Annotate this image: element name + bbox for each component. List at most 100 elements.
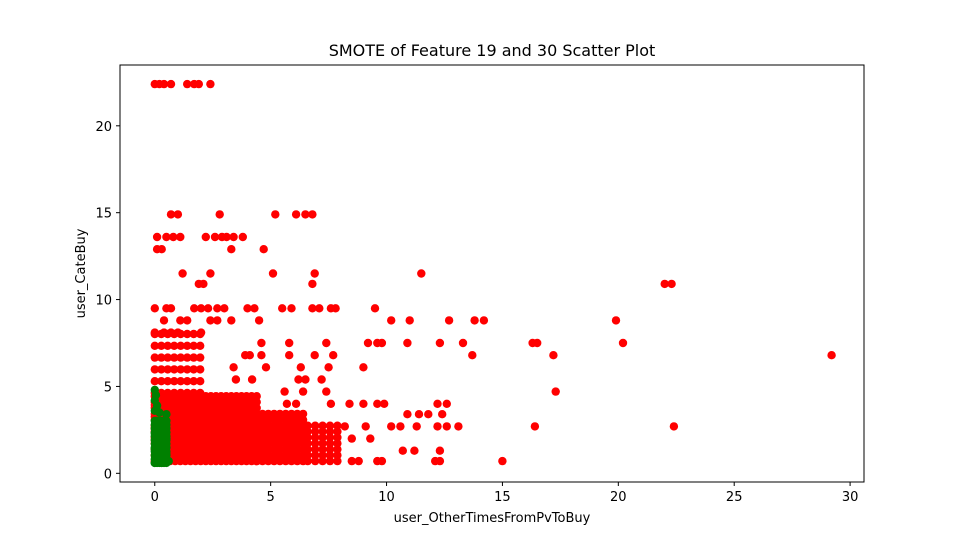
scatter-point — [166, 304, 176, 313]
scatter-point-dense — [269, 439, 279, 448]
scatter-point — [359, 363, 368, 372]
scatter-point-dense — [303, 456, 312, 466]
scatter-point — [310, 351, 319, 360]
scatter-point — [203, 304, 213, 313]
scatter-point — [611, 316, 621, 325]
scatter-point — [435, 338, 445, 348]
scatter-point-dense — [264, 451, 273, 460]
scatter-point-dense — [281, 433, 290, 442]
scatter-point-dense — [281, 415, 290, 424]
scatter-point — [268, 269, 278, 278]
scatter-point-dense — [252, 397, 261, 407]
scatter-point — [301, 210, 310, 219]
scatter-point-dense — [264, 456, 273, 466]
scatter-point-dense — [318, 421, 327, 430]
scatter-point — [278, 304, 287, 313]
scatter-point — [412, 422, 421, 431]
scatter-point — [247, 375, 257, 384]
scatter-point-dense — [318, 427, 327, 436]
scatter-point-dense — [157, 377, 166, 386]
scatter-point — [359, 399, 368, 408]
scatter-point-dense — [258, 421, 267, 430]
scatter-point — [347, 456, 356, 466]
scatter-point-dense — [303, 451, 312, 460]
scatter-point — [669, 422, 679, 431]
scatter-point — [210, 232, 220, 242]
scatter-point-dense — [264, 427, 273, 436]
scatter-point-dense — [281, 451, 290, 460]
scatter-point-dense — [264, 415, 273, 424]
scatter-point-dense — [252, 456, 261, 466]
series-1 — [150, 385, 173, 468]
scatter-point — [417, 269, 426, 278]
scatter-point-dense — [189, 365, 198, 374]
scatter-point-dense — [157, 353, 166, 362]
scatter-point — [340, 422, 349, 431]
scatter-point — [361, 422, 370, 431]
points-layer — [150, 79, 836, 468]
scatter-point — [173, 328, 183, 337]
scatter-point — [196, 304, 206, 313]
scatter-point-dense — [150, 341, 159, 350]
scatter-point-dense — [196, 341, 205, 350]
scatter-point — [296, 363, 305, 372]
scatter-point-dense — [264, 421, 273, 430]
scatter-point-dense — [170, 377, 179, 386]
scatter-point-dense — [189, 353, 198, 362]
scatter-point-dense — [318, 433, 327, 442]
scatter-point-dense — [287, 427, 296, 436]
scatter-point — [178, 269, 187, 278]
scatter-point — [282, 399, 292, 408]
scatter-point-dense — [196, 365, 205, 374]
scatter-point-dense — [269, 409, 279, 419]
scatter-point-dense — [258, 439, 267, 448]
scatter-point — [157, 441, 166, 450]
scatter-point-dense — [318, 439, 327, 448]
scatter-point — [667, 279, 676, 289]
scatter-point — [396, 422, 405, 431]
scatter-point — [470, 316, 479, 325]
scatter-point-dense — [303, 439, 312, 448]
scatter-point-dense — [333, 433, 342, 442]
scatter-point — [206, 269, 215, 278]
scatter-point-dense — [287, 415, 296, 424]
x-tick-label: 20 — [610, 490, 627, 505]
scatter-point — [468, 351, 477, 360]
scatter-point-dense — [189, 377, 198, 386]
y-tick-label: 15 — [95, 207, 112, 222]
scatter-point — [166, 210, 176, 219]
scatter-point-dense — [252, 421, 261, 430]
scatter-point — [347, 434, 356, 443]
scatter-point-dense — [333, 456, 342, 466]
scatter-point-dense — [252, 409, 261, 419]
scatter-point-dense — [333, 427, 342, 436]
scatter-point-dense — [287, 433, 296, 442]
scatter-point — [227, 245, 236, 254]
scatter-point — [433, 422, 442, 431]
scatter-point-dense — [293, 427, 302, 436]
scatter-point — [199, 279, 208, 289]
scatter-point-dense — [252, 392, 261, 401]
scatter-point — [150, 328, 159, 337]
scatter-point-dense — [258, 409, 267, 419]
scatter-point-dense — [333, 445, 342, 454]
scatter-point-dense — [275, 433, 285, 442]
scatter-point — [322, 387, 331, 396]
scatter-point-dense — [275, 421, 285, 430]
scatter-point — [458, 338, 468, 348]
scatter-point-dense — [170, 353, 179, 362]
scatter-point — [231, 375, 241, 384]
scatter-point-dense — [183, 377, 192, 386]
scatter-point-dense — [303, 445, 312, 454]
scatter-point-dense — [252, 445, 261, 454]
scatter-point — [150, 458, 159, 468]
scatter-point-dense — [252, 403, 261, 413]
scatter-point — [827, 351, 836, 360]
scatter-point — [162, 434, 171, 443]
scatter-point-dense — [176, 341, 185, 350]
scatter-point-dense — [311, 456, 320, 466]
scatter-point-dense — [258, 456, 267, 466]
scatter-point — [530, 422, 540, 431]
scatter-point — [152, 232, 162, 242]
